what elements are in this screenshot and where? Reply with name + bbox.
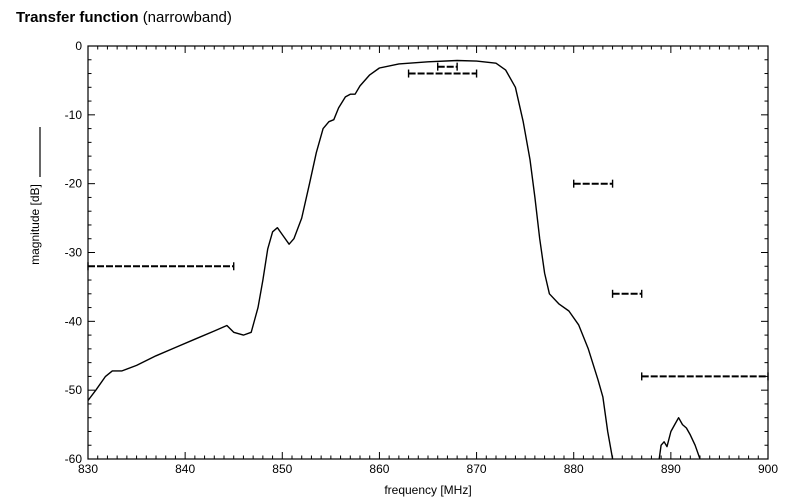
x-tick-label: 880: [564, 462, 584, 476]
y-axis-label: magnitude [dB]: [28, 184, 42, 265]
chart-title: Transfer function (narrowband): [16, 9, 232, 26]
y-tick-label: 0: [75, 39, 82, 53]
response-curve-segment: [87, 59, 614, 460]
plot-frame: [87, 45, 769, 460]
chart-title-sub: (narrowband): [142, 9, 232, 26]
y-tick-label: -30: [65, 246, 83, 260]
x-tick-label: 850: [272, 462, 292, 476]
x-tick-label: 840: [175, 462, 195, 476]
x-tick-label: 870: [467, 462, 487, 476]
y-tick-label: -20: [65, 177, 83, 191]
chart-axis-labels: 830 840 850 860 870 880 890 900 0 -10 -20 -30 -40 -50…: [28, 39, 778, 497]
y-tick-label: -10: [65, 108, 83, 122]
x-tick-label: 830: [78, 462, 98, 476]
chart-axes: [87, 45, 769, 460]
chart-title-main: Transfer function: [16, 9, 139, 26]
y-tick-label: -60: [65, 452, 83, 466]
y-tick-label: -40: [65, 314, 83, 328]
x-tick-label: 890: [661, 462, 681, 476]
x-axis-label: frequency [MHz]: [384, 483, 471, 497]
chart-series: [87, 59, 769, 460]
y-tick-label: -50: [65, 383, 83, 397]
x-tick-label: 860: [369, 462, 389, 476]
x-tick-label: 900: [758, 462, 778, 476]
response-curve-segment: [658, 417, 701, 460]
